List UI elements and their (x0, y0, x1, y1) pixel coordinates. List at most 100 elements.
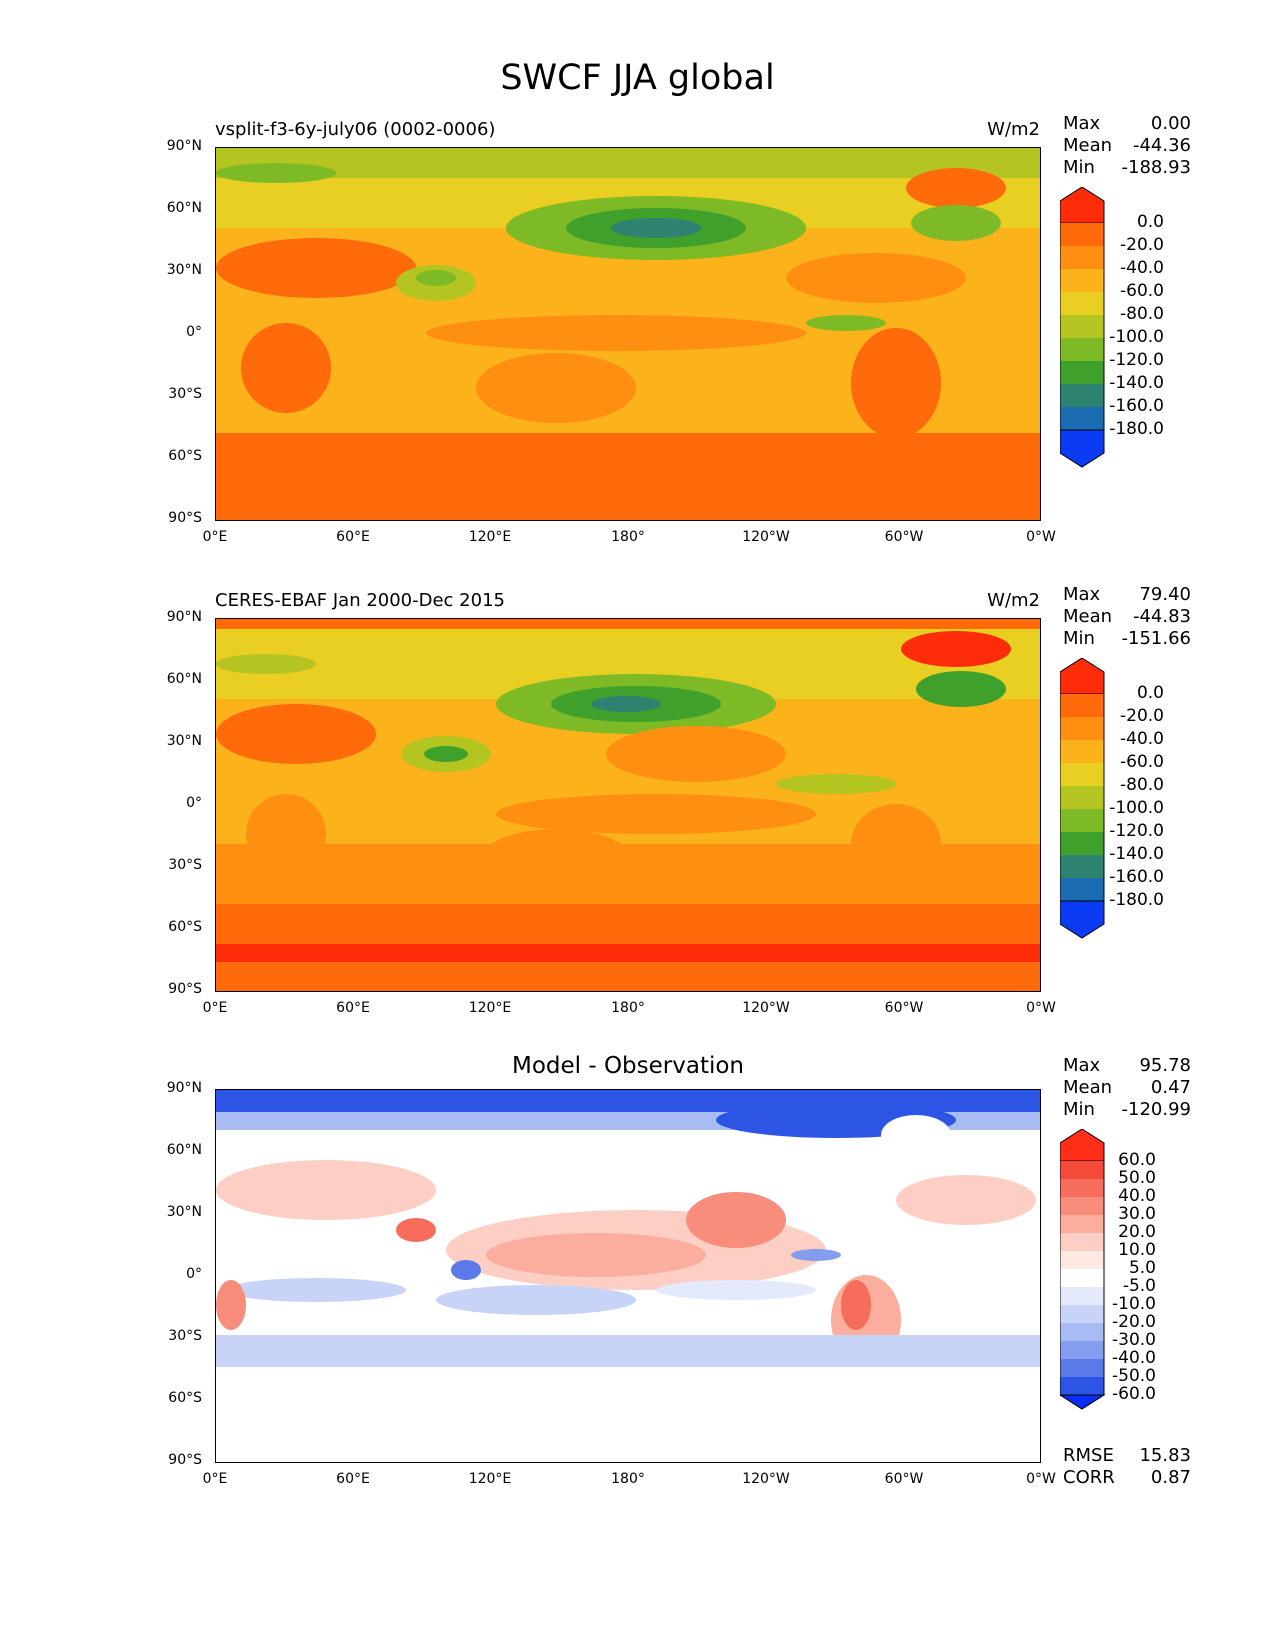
stats-box: Max 95.78 Mean 0.47 Min -120.99 (1063, 1055, 1191, 1121)
colorbar-label: -160.0 (1109, 867, 1164, 887)
lon-tick-label: 0°W (1026, 1471, 1056, 1487)
lat-tick-label: 30°S (168, 857, 202, 873)
lon-tick-label: 0°W (1026, 1000, 1056, 1016)
colorbar-label: -40.0 (1120, 258, 1164, 278)
lon-tick-label: 180° (611, 1000, 645, 1016)
corr-value: 0.87 (1150, 1467, 1191, 1488)
lon-tick-label: 120°E (468, 1471, 512, 1487)
colorbar-label: -30.0 (1112, 1330, 1156, 1350)
colorbar-label: -60.0 (1120, 752, 1164, 772)
map-field (215, 1089, 1041, 1463)
lat-tick-label: 90°N (166, 1080, 202, 1096)
panel-title: CERES-EBAF Jan 2000-Dec 2015 (215, 590, 505, 611)
lat-tick-label: 60°N (166, 200, 202, 216)
lat-tick-label: 90°N (166, 138, 202, 154)
colorbar-label: 0.0 (1136, 212, 1164, 232)
colorbar-label: -60.0 (1120, 281, 1164, 301)
lat-tick-label: 0° (186, 324, 202, 340)
colorbar-label: 10.0 (1118, 1240, 1156, 1260)
lon-tick-label: 120°E (468, 1000, 512, 1016)
colorbar-svg (1059, 186, 1105, 468)
lon-tick-label: 60°W (884, 529, 924, 545)
colorbar-label: -80.0 (1120, 304, 1164, 324)
map-field (215, 147, 1041, 521)
lat-tick-label: 30°N (166, 733, 202, 749)
lon-tick-label: 60°E (336, 1000, 370, 1016)
max-label: Max (1063, 584, 1101, 605)
colorbar-label: -80.0 (1120, 775, 1164, 795)
lon-tick-label: 120°W (742, 1471, 790, 1487)
lon-tick-label: 60°E (336, 1471, 370, 1487)
lon-tick-label: 120°W (742, 1000, 790, 1016)
colorbar-label: -180.0 (1109, 419, 1164, 439)
colorbar-label: -40.0 (1112, 1348, 1156, 1368)
colorbar-label: 30.0 (1118, 1204, 1156, 1224)
lat-tick-label: 60°S (168, 448, 202, 464)
min-label: Min (1063, 628, 1095, 649)
lat-tick-label: 0° (186, 795, 202, 811)
colorbar: 0.0 -20.0 -40.0 -60.0 -80.0 -100.0 -120.… (1059, 186, 1164, 473)
lon-tick-label: 0°E (202, 1471, 228, 1487)
rmse-value: 15.83 (1139, 1445, 1191, 1466)
lon-tick-label: 120°E (468, 529, 512, 545)
lat-tick-label: 30°N (166, 262, 202, 278)
lat-tick-label: 90°S (168, 981, 202, 997)
lat-tick-label: 90°S (168, 510, 202, 526)
lon-tick-label: 0°E (202, 529, 228, 545)
mean-value: 0.47 (1150, 1077, 1191, 1098)
figure-title: SWCF JJA global (500, 58, 775, 98)
colorbar-label: -20.0 (1120, 235, 1164, 255)
colorbar-label: -140.0 (1109, 844, 1164, 864)
lon-tick-label: 180° (611, 529, 645, 545)
units-label: W/m2 (987, 119, 1040, 140)
min-value: -151.66 (1121, 628, 1191, 649)
colorbar-label: -50.0 (1112, 1366, 1156, 1386)
lon-tick-label: 60°W (884, 1000, 924, 1016)
lon-tick-label: 0°E (202, 1000, 228, 1016)
colorbar-label: -120.0 (1109, 350, 1164, 370)
colorbar-label: 40.0 (1118, 1186, 1156, 1206)
stats-box: Max 79.40 Mean -44.83 Min -151.66 (1063, 584, 1191, 650)
lat-tick-label: 30°S (168, 386, 202, 402)
colorbar-label: -40.0 (1120, 729, 1164, 749)
max-value: 95.78 (1139, 1055, 1191, 1076)
error-stats: RMSE 15.83 CORR 0.87 (1063, 1445, 1191, 1489)
min-label: Min (1063, 157, 1095, 178)
colorbar-label: 20.0 (1118, 1222, 1156, 1242)
lat-tick-label: 90°N (166, 609, 202, 625)
lat-tick-label: 60°N (166, 671, 202, 687)
mean-value: -44.83 (1132, 606, 1191, 627)
mean-label: Mean (1063, 135, 1113, 156)
mean-value: -44.36 (1132, 135, 1191, 156)
panel-observation: CERES-EBAF Jan 2000-Dec 2015 W/m2 Max 79.… (0, 584, 1275, 1030)
rmse-label: RMSE (1063, 1445, 1114, 1466)
max-label: Max (1063, 113, 1101, 134)
colorbar-svg (1058, 1128, 1106, 1410)
lon-tick-label: 180° (611, 1471, 645, 1487)
min-value: -188.93 (1121, 157, 1191, 178)
colorbar-label: -20.0 (1120, 706, 1164, 726)
max-value: 0.00 (1150, 113, 1191, 134)
lat-tick-label: 0° (186, 1266, 202, 1282)
lon-tick-label: 60°W (884, 1471, 924, 1487)
panel-title: Model - Observation (511, 1053, 745, 1079)
lon-tick-label: 60°E (336, 529, 370, 545)
lat-tick-label: 30°N (166, 1204, 202, 1220)
lat-tick-label: 90°S (168, 1452, 202, 1468)
colorbar-label: 0.0 (1136, 683, 1164, 703)
lat-tick-label: 60°S (168, 919, 202, 935)
colorbar-label: -160.0 (1109, 396, 1164, 416)
colorbar-label: -120.0 (1109, 821, 1164, 841)
map-field (215, 618, 1041, 992)
colorbar-label: -100.0 (1109, 798, 1164, 818)
colorbar: 0.0 -20.0 -40.0 -60.0 -80.0 -100.0 -120.… (1059, 657, 1164, 944)
min-value: -120.99 (1121, 1099, 1191, 1120)
colorbar-label: 60.0 (1118, 1150, 1156, 1170)
colorbar: 60.0 50.0 40.0 30.0 20.0 10.0 5.0 -5.0 -… (1058, 1128, 1156, 1415)
max-label: Max (1063, 1055, 1101, 1076)
colorbar-label: -100.0 (1109, 327, 1164, 347)
panel-title: vsplit-f3-6y-july06 (0002-0006) (215, 119, 496, 140)
colorbar-label: -5.0 (1122, 1276, 1156, 1296)
colorbar-label: -140.0 (1109, 373, 1164, 393)
lat-tick-label: 30°S (168, 1328, 202, 1344)
